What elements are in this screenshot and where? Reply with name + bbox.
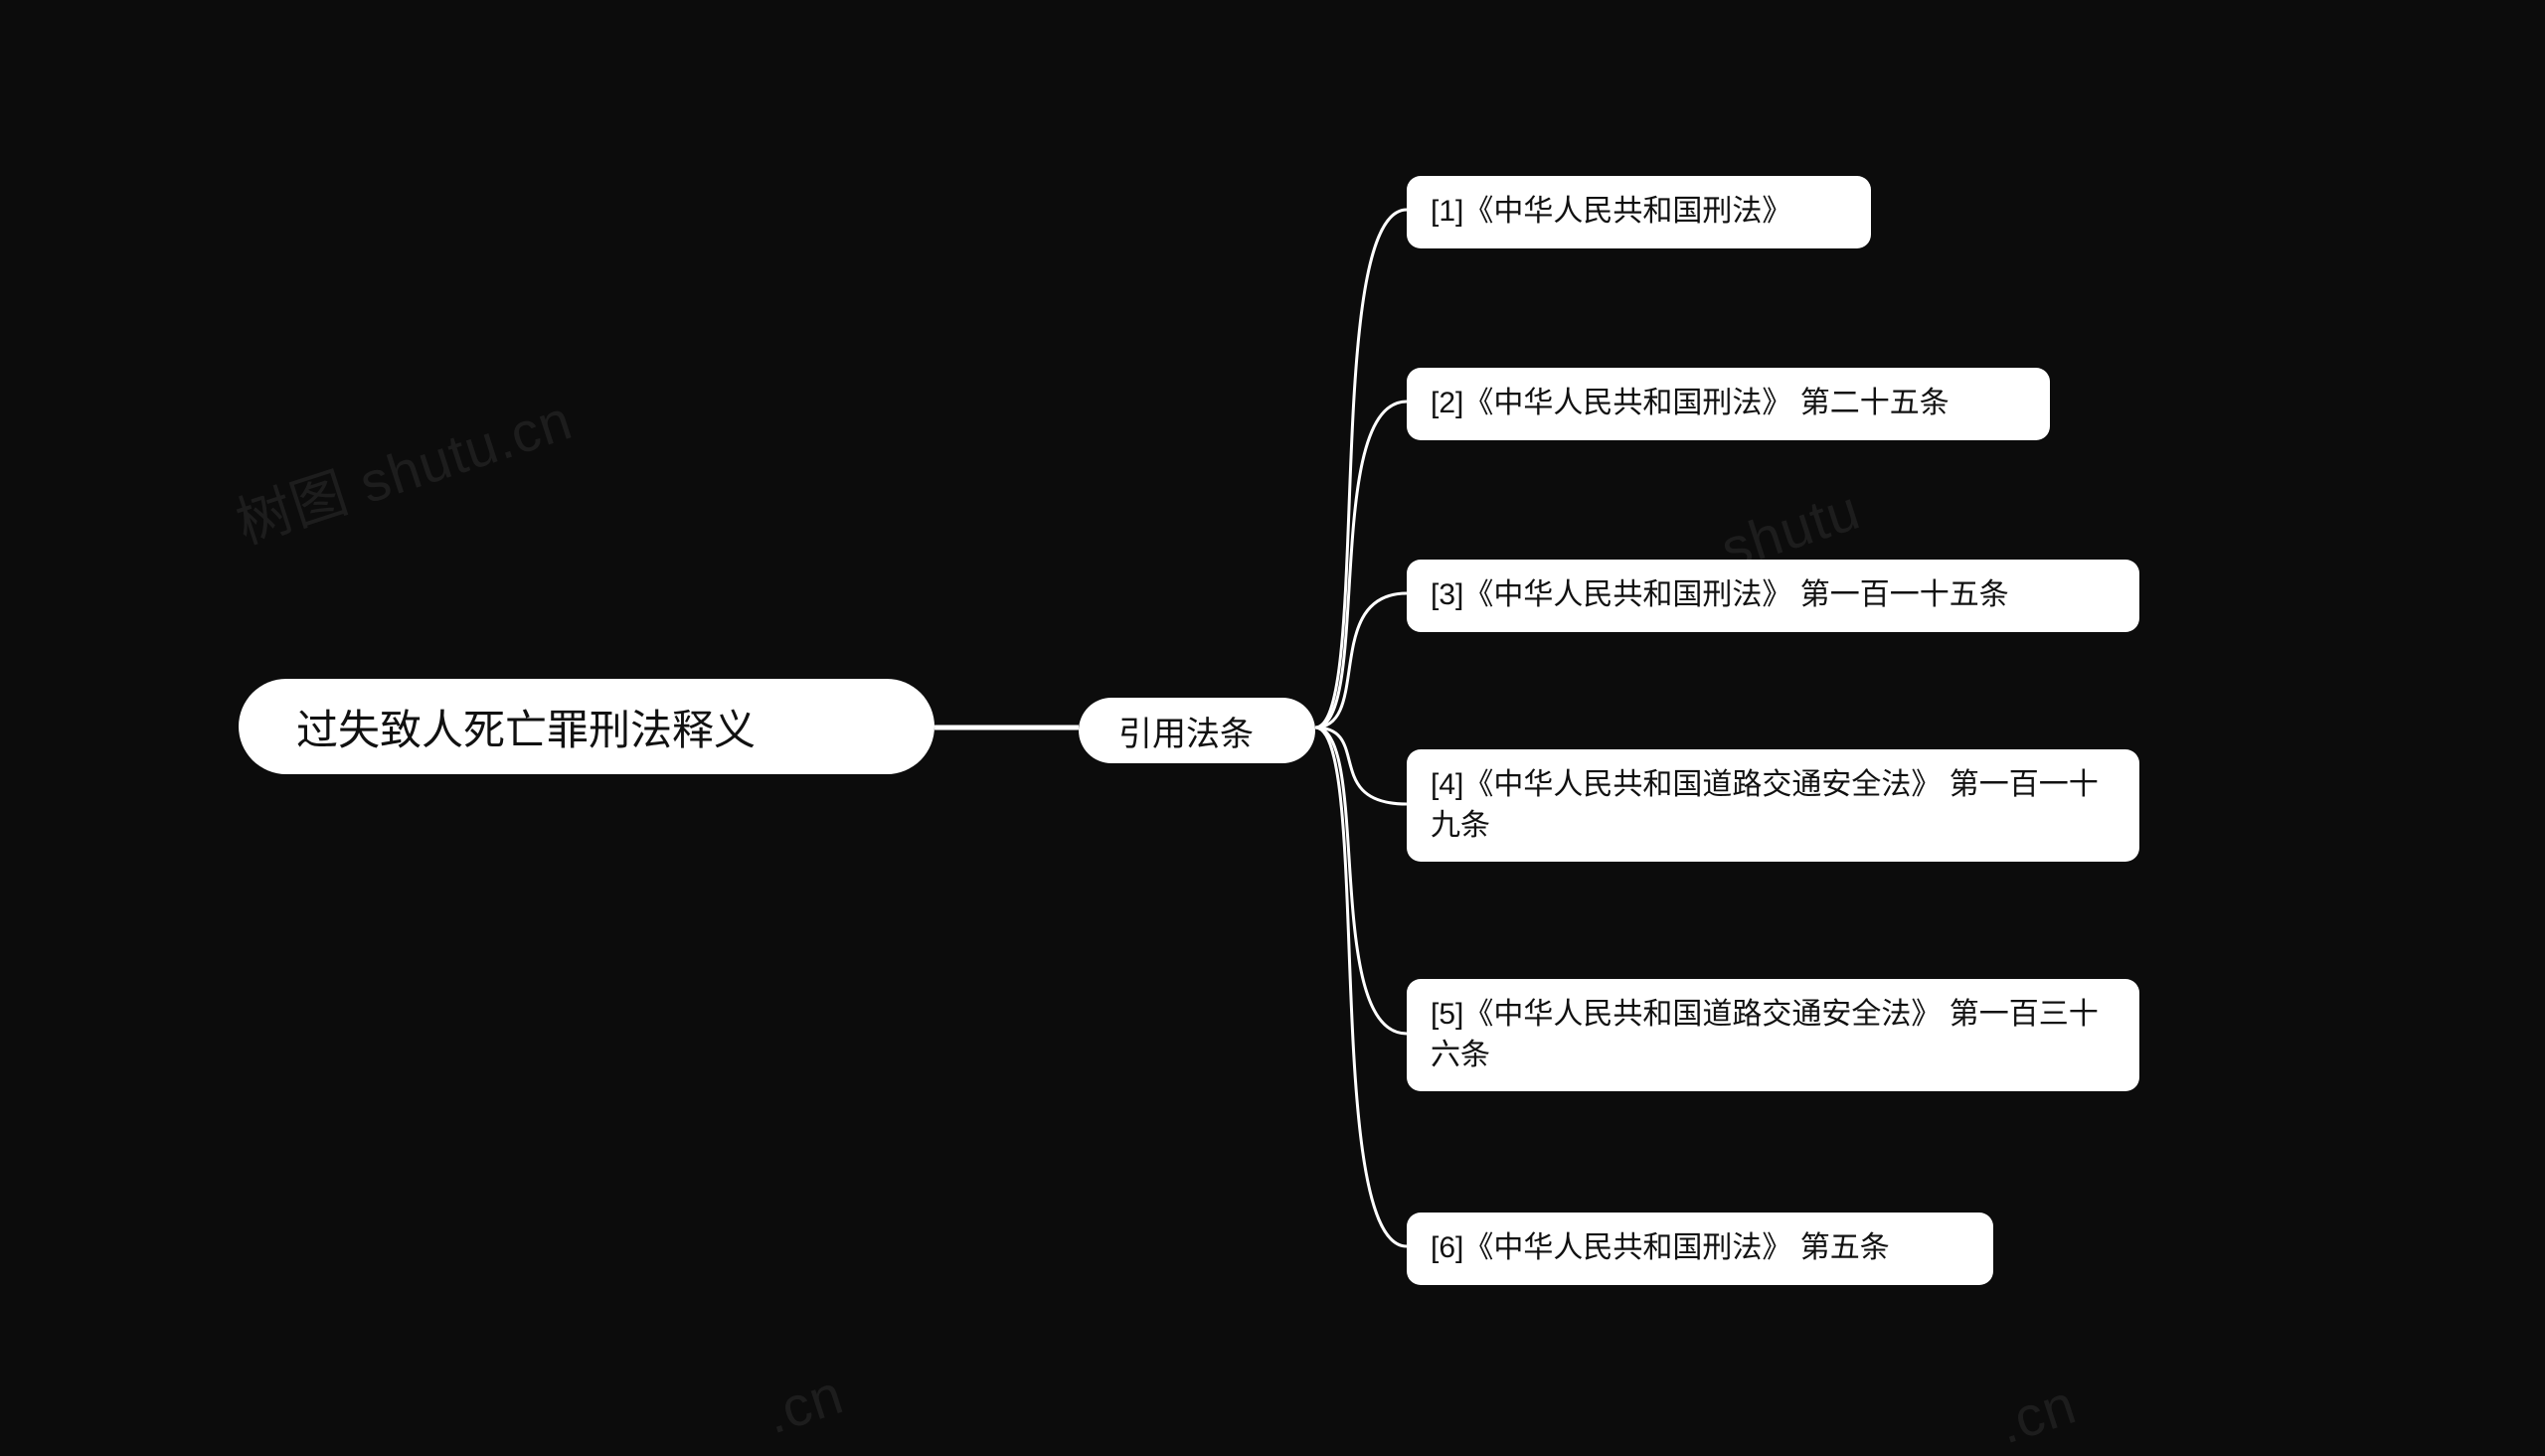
leaf-node-5[interactable]: [5]《中华人民共和国道路交通安全法》 第一百三十六条 [1407, 979, 2139, 1091]
branch-node[interactable]: 引用法条 [1079, 698, 1315, 763]
leaf-node-1-label: [1]《中华人民共和国刑法》 [1431, 192, 1791, 233]
watermark-1-text: 树图 shutu.cn [229, 388, 580, 555]
leaf-node-3-label: [3]《中华人民共和国刑法》 第一百一十五条 [1431, 575, 2009, 616]
connector-branch-leaf-1 [1315, 210, 1407, 728]
watermark-1: 树图 shutu.cn [225, 376, 581, 560]
leaf-node-3[interactable]: [3]《中华人民共和国刑法》 第一百一十五条 [1407, 560, 2139, 632]
connector-branch-leaf-2 [1315, 402, 1407, 728]
leaf-node-1[interactable]: [1]《中华人民共和国刑法》 [1407, 176, 1871, 248]
watermark-4-text: .cn [1990, 1373, 2083, 1456]
connector-branch-leaf-5 [1315, 728, 1407, 1034]
root-node-label: 过失致人死亡罪刑法释义 [296, 697, 756, 757]
connector-branch-leaf-3 [1315, 593, 1407, 728]
watermark-3-text: .cn [758, 1363, 850, 1446]
leaf-node-6-label: [6]《中华人民共和国刑法》 第五条 [1431, 1228, 1890, 1269]
root-node[interactable]: 过失致人死亡罪刑法释义 [239, 679, 934, 774]
connector-branch-leaf-4 [1315, 728, 1407, 804]
watermark-4: .cn [1990, 1372, 2084, 1456]
connector-branch-leaf-6 [1315, 728, 1407, 1246]
branch-node-label: 引用法条 [1118, 707, 1254, 755]
leaf-node-6[interactable]: [6]《中华人民共和国刑法》 第五条 [1407, 1213, 1993, 1285]
leaf-node-4-label: [4]《中华人民共和国道路交通安全法》 第一百一十九条 [1431, 765, 2116, 846]
leaf-node-2-label: [2]《中华人民共和国刑法》 第二十五条 [1431, 384, 1950, 424]
watermark-3: .cn [758, 1362, 851, 1447]
mindmap-canvas: 过失致人死亡罪刑法释义 引用法条 [1]《中华人民共和国刑法》 [2]《中华人民… [0, 0, 2545, 1408]
leaf-node-4[interactable]: [4]《中华人民共和国道路交通安全法》 第一百一十九条 [1407, 749, 2139, 862]
leaf-node-5-label: [5]《中华人民共和国道路交通安全法》 第一百三十六条 [1431, 995, 2116, 1075]
leaf-node-2[interactable]: [2]《中华人民共和国刑法》 第二十五条 [1407, 368, 2050, 440]
